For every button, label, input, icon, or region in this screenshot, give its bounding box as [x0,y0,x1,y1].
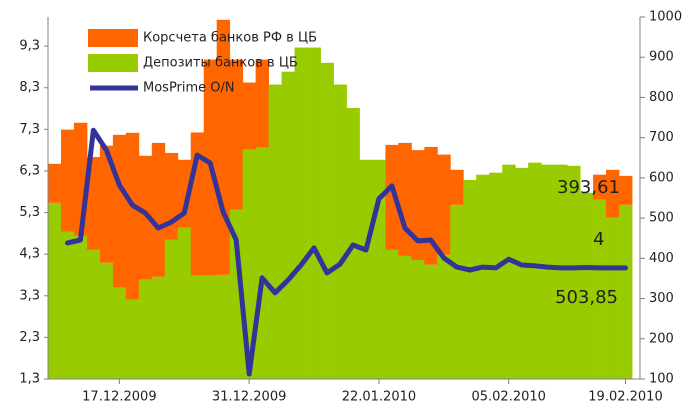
bar [619,204,633,379]
bar [580,192,594,379]
y2-tick-label: 700 [649,130,674,145]
bar [229,59,244,210]
legend-label: Корсчета банков РФ в ЦБ [143,31,317,46]
bar [294,47,308,380]
y-tick-label: 5,3 [19,205,40,220]
bar [476,174,490,379]
bar [112,134,127,288]
y2-tick-label: 100 [649,372,674,387]
bar [528,162,542,379]
y-tick-label: 8,3 [19,80,40,95]
bar [151,142,166,277]
bar [619,175,633,205]
x-tick-label: 22.01.2010 [342,390,416,405]
bar [86,156,101,250]
y-tick-label: 4,3 [19,247,40,262]
bar [216,274,231,379]
bar [151,276,166,379]
bar [606,169,620,218]
y-tick-label: 3,3 [19,288,40,303]
legend-swatch [88,54,138,72]
bar [190,275,205,379]
y2-tick-label: 1000 [649,10,682,25]
bar [450,169,464,205]
x-tick-label: 31.12.2009 [212,390,286,405]
y-tick-label: 6,3 [19,163,40,178]
bar [125,299,140,379]
bar [242,82,257,150]
annotation: 4 [593,229,604,250]
bar [216,19,231,275]
bar [333,84,347,379]
bar [437,154,451,255]
bar [99,262,114,379]
y2-tick-label: 600 [649,170,674,185]
bar [307,47,321,380]
x-tick-label: 05.02.2010 [471,390,545,405]
y-tick-label: 1,3 [19,372,40,387]
legend-label: MosPrime O/N [143,81,235,96]
bar [112,287,127,379]
bar [450,204,464,379]
bar [125,132,140,300]
bar [437,254,451,379]
bar [541,164,555,379]
bar [606,217,620,379]
bar [424,146,438,265]
bar [177,159,192,228]
bar [502,164,516,379]
bar [177,227,192,379]
bar [255,147,270,379]
bar [73,235,88,379]
bar [86,249,101,379]
y2-tick-label: 400 [649,251,674,266]
legend-label: Депозиты банков в ЦБ [143,56,298,71]
line [65,127,628,377]
bar [398,255,412,379]
y-tick-label: 2,3 [19,330,40,345]
bar [515,167,529,379]
bar [281,71,295,380]
annotation: 393,61 [557,177,620,198]
bar [48,163,62,203]
y2-tick-label: 900 [649,50,674,65]
annotation: 503,85 [555,287,618,308]
bar [359,159,373,379]
y2-tick-label: 800 [649,90,674,105]
y2-tick-label: 200 [649,331,674,346]
bar [60,231,75,379]
bar [424,264,438,379]
bar [411,259,425,379]
bar [255,59,270,148]
bar [554,164,568,379]
bar [48,202,62,379]
bar [320,62,334,379]
bar [268,84,282,379]
legend-swatch [88,29,138,47]
bar [138,155,153,280]
bar [567,165,581,379]
y2-tick-label: 300 [649,291,674,306]
x-tick-label: 19.02.2010 [588,390,662,405]
bar [593,174,607,200]
bar [138,279,153,379]
x-tick-label: 17.12.2009 [82,390,156,405]
bar [60,129,75,232]
bar [593,199,607,379]
bar [398,142,412,256]
y2-tick-label: 500 [649,211,674,226]
bar [385,249,399,379]
bar [463,179,477,379]
bar [203,275,218,379]
y-tick-label: 9,3 [19,39,40,54]
bar [99,145,114,263]
bar [385,144,399,250]
y-tick-label: 7,3 [19,122,40,137]
bar [164,239,179,379]
bar [411,150,425,260]
bar [489,172,503,379]
